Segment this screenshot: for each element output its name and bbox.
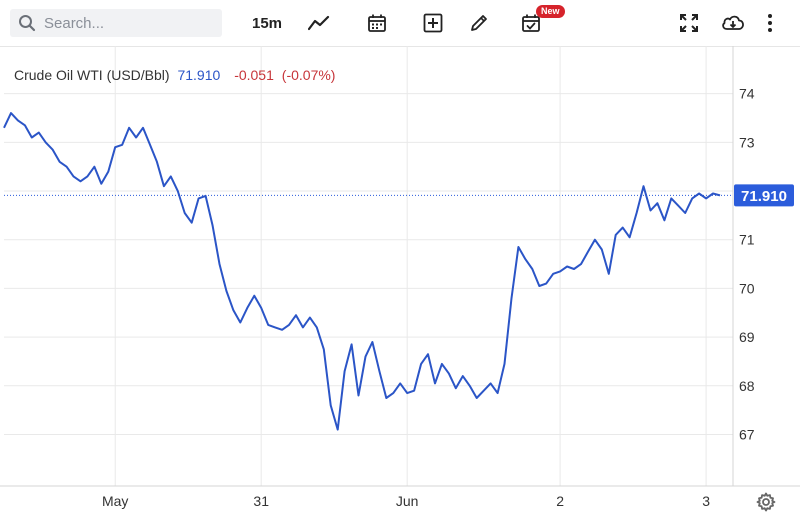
y-tick-label: 67 — [739, 427, 755, 443]
cloud-download-icon — [722, 15, 744, 30]
line-chart-icon — [308, 15, 330, 31]
price-series-line — [3, 112, 721, 431]
x-tick-label: Jun — [396, 493, 419, 509]
more-vert-icon — [768, 14, 772, 32]
search-input[interactable] — [42, 13, 216, 33]
add-indicator-button[interactable] — [418, 8, 448, 38]
draw-button[interactable] — [464, 8, 494, 38]
legend-symbol: Crude Oil WTI (USD/Bbl) — [14, 67, 170, 83]
top-toolbar: 15m — [0, 0, 800, 47]
y-tick-label: 69 — [739, 329, 755, 345]
chart-legend: Crude Oil WTI (USD/Bbl) 71.910 -0.051 (-… — [14, 67, 335, 83]
x-tick-label: 3 — [702, 493, 710, 509]
fullscreen-icon — [680, 14, 698, 32]
grid — [4, 46, 733, 486]
legend-change-pct: (-0.07%) — [281, 67, 336, 83]
y-tick-label: 74 — [739, 86, 755, 102]
add-indicator-icon — [423, 13, 443, 33]
x-tick-label: 31 — [253, 493, 269, 509]
calendar-icon — [368, 14, 386, 32]
search-box[interactable] — [10, 9, 222, 37]
download-button[interactable] — [718, 8, 748, 38]
pencil-icon — [471, 15, 487, 31]
new-badge: New — [536, 5, 565, 18]
more-menu-button[interactable] — [758, 8, 782, 38]
y-tick-label: 70 — [739, 280, 755, 296]
chart-settings-button[interactable] — [754, 490, 778, 514]
search-icon — [19, 15, 36, 32]
x-tick-label: May — [102, 493, 128, 509]
series — [3, 112, 721, 431]
y-tick-label: 71 — [739, 232, 755, 248]
x-tick-label: 2 — [556, 493, 564, 509]
last-price-tag — [734, 184, 794, 207]
y-tick-label: 73 — [739, 134, 755, 150]
gear-icon — [756, 492, 776, 512]
legend-last-price: 71.910 — [177, 67, 221, 83]
events-button[interactable] — [516, 8, 546, 38]
interval-button[interactable]: 15m — [251, 14, 283, 32]
last-price-tag-label: 71.910 — [741, 188, 787, 205]
date-range-button[interactable] — [362, 8, 392, 38]
calendar-check-icon — [522, 14, 540, 32]
legend-change: -0.051 — [234, 67, 274, 83]
y-tick-label: 68 — [739, 378, 755, 394]
chart-type-button[interactable] — [304, 8, 334, 38]
fullscreen-button[interactable] — [674, 8, 704, 38]
axes: 6768697071727374May31Jun2371.910 — [0, 46, 800, 509]
